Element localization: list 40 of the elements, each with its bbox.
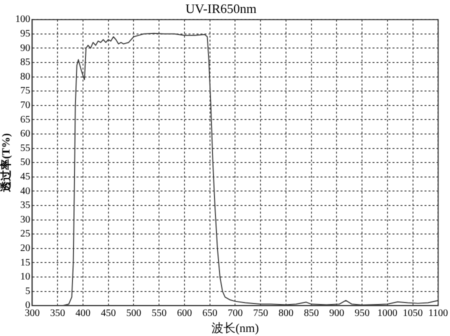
y-tick-label: 90 (20, 42, 30, 54)
x-tick-label: 800 (278, 308, 294, 320)
y-tick-label: 10 (20, 272, 30, 283)
x-tick-label: 850 (304, 308, 319, 320)
y-tick-label: 30 (20, 214, 30, 226)
y-tick-label: 95 (20, 28, 30, 40)
y-tick-label: 55 (20, 142, 30, 154)
y-tick-label: 50 (20, 157, 30, 168)
y-axis-title: 透过率(T%) (0, 132, 12, 193)
x-tick-label: 500 (126, 308, 142, 320)
x-tick-label: 350 (50, 308, 66, 320)
x-axis-title: 波长(nm) (212, 320, 259, 335)
x-tick-label: 400 (75, 308, 90, 320)
y-tick-label: 85 (20, 57, 30, 68)
x-tick-label: 950 (354, 308, 370, 320)
x-tick-label: 900 (329, 308, 344, 320)
x-tick-label: 300 (24, 308, 40, 320)
y-tick-label: 20 (20, 243, 30, 254)
x-tick-label: 550 (152, 308, 167, 320)
x-tick-label: 700 (228, 308, 243, 320)
y-tick-label: 5 (25, 286, 30, 297)
x-tick-label: 600 (176, 308, 192, 320)
y-tick-label: 80 (20, 71, 30, 82)
y-tick-label: 70 (20, 100, 30, 112)
x-tick-label: 1100 (428, 308, 448, 320)
y-tick-label: 65 (20, 114, 30, 126)
y-tick-label: 45 (20, 172, 30, 183)
x-tick-label: 750 (253, 308, 268, 320)
y-tick-label: 15 (20, 257, 30, 268)
x-tick-label: 650 (202, 308, 218, 320)
y-tick-label: 75 (20, 86, 30, 97)
x-tick-label: 1050 (402, 308, 423, 320)
x-tick-label: 450 (100, 308, 116, 320)
y-tick-label: 40 (20, 186, 30, 197)
y-tick-label: 60 (20, 128, 30, 140)
y-tick-label: 25 (20, 228, 30, 240)
y-tick-label: 100 (15, 14, 30, 26)
y-tick-label: 35 (20, 200, 30, 212)
x-tick-label: 1000 (377, 308, 398, 320)
chart-title: UV-IR650nm (185, 1, 257, 16)
